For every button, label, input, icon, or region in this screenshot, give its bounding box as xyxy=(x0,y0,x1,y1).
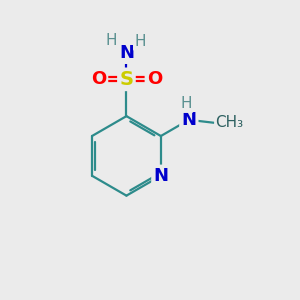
Text: N: N xyxy=(153,167,168,185)
Text: H: H xyxy=(105,33,117,48)
Text: O: O xyxy=(91,70,106,88)
Text: H: H xyxy=(135,34,146,49)
Text: O: O xyxy=(147,70,162,88)
Text: S: S xyxy=(119,70,134,89)
Text: N: N xyxy=(119,44,134,62)
Text: CH₃: CH₃ xyxy=(215,115,244,130)
Text: H: H xyxy=(180,96,192,111)
Text: N: N xyxy=(181,111,196,129)
